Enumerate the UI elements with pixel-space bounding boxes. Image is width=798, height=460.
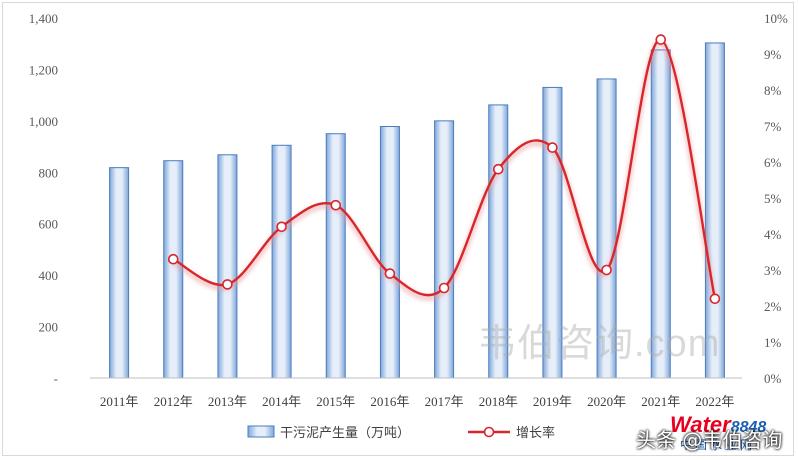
line-point xyxy=(547,142,558,153)
watermark-center: 韦伯咨询.com xyxy=(478,323,721,365)
line-series xyxy=(167,34,721,305)
bar xyxy=(379,126,400,379)
x-tick-label: 2011年 xyxy=(100,394,139,409)
line-point xyxy=(330,199,342,211)
chart-frame xyxy=(2,2,794,456)
watermark-brand-logo: Water8848 xyxy=(670,412,767,437)
legend-bar-label: 干污泥产生量（万吨） xyxy=(280,425,410,440)
y-left-tick-label: 1,200 xyxy=(29,62,58,77)
bar xyxy=(109,167,130,379)
x-tick-label: 2017年 xyxy=(425,394,464,409)
y-left-tick-label: 800 xyxy=(39,165,59,180)
x-tick-label: 2014年 xyxy=(262,394,301,409)
x-tick-label: 2015年 xyxy=(316,394,355,409)
y-left-tick-label: 600 xyxy=(39,217,59,232)
line-point xyxy=(492,163,504,175)
line-point xyxy=(438,282,450,294)
y-left-tick-label: - xyxy=(54,371,58,386)
legend: 干污泥产生量（万吨） 增长率 xyxy=(247,425,555,440)
y-left-tick-label: 1,400 xyxy=(29,11,58,26)
line-point xyxy=(222,279,233,290)
x-tick-label: 2021年 xyxy=(641,394,680,409)
watermark-platform: 头条 @韦伯咨询 xyxy=(636,428,783,452)
line-point xyxy=(709,293,721,305)
x-tick-label: 2016年 xyxy=(370,394,409,409)
x-tick-label: 2018年 xyxy=(479,394,518,409)
legend-line-label: 增长率 xyxy=(516,425,555,440)
y-left-tick-label: 400 xyxy=(39,268,59,283)
x-tick-label: 2012年 xyxy=(154,394,193,409)
legend-line-marker xyxy=(483,426,495,438)
line-point xyxy=(276,221,287,233)
y-left-tick-label: 1,000 xyxy=(29,114,58,129)
line-point xyxy=(384,268,396,279)
y-right-tick-label: 10% xyxy=(764,11,788,26)
line-point xyxy=(655,34,667,45)
y-right-tick-label: 8% xyxy=(764,83,782,98)
x-axis: 2011年 2012年 2013年 2014年 2015年 2016年 2017年 2018年… xyxy=(90,377,742,409)
y-right-tick-label: 4% xyxy=(764,227,782,242)
y-axis-right: 0% 1% 2% 3% 4% 5% 6% 7% 8% 9% 10% xyxy=(764,11,788,386)
y-right-tick-label: 9% xyxy=(764,47,782,62)
y-axis-left: - 200 400 600 800 1,000 1,200 1,400 xyxy=(29,11,58,386)
y-right-tick-label: 3% xyxy=(764,263,782,278)
line-point xyxy=(167,253,179,265)
x-tick-label: 2019年 xyxy=(533,394,572,409)
y-right-tick-label: 2% xyxy=(764,299,782,314)
y-right-tick-label: 1% xyxy=(764,335,782,350)
x-tick-label: 2022年 xyxy=(695,394,734,409)
y-right-tick-label: 6% xyxy=(764,155,782,170)
y-right-tick-label: 5% xyxy=(764,191,782,206)
x-tick-label: 2020年 xyxy=(587,394,626,409)
bar xyxy=(217,154,238,379)
y-right-tick-label: 7% xyxy=(764,119,782,134)
x-tick-label: 2013年 xyxy=(208,394,247,409)
y-left-tick-label: 200 xyxy=(39,320,59,335)
line-point xyxy=(601,264,612,276)
y-right-tick-label: 0% xyxy=(764,371,782,386)
bar xyxy=(434,120,455,379)
legend-bar-swatch xyxy=(247,425,275,438)
watermark-brand-sub: 中国水业网 xyxy=(680,438,756,452)
bar xyxy=(271,144,292,379)
bar xyxy=(325,133,346,379)
